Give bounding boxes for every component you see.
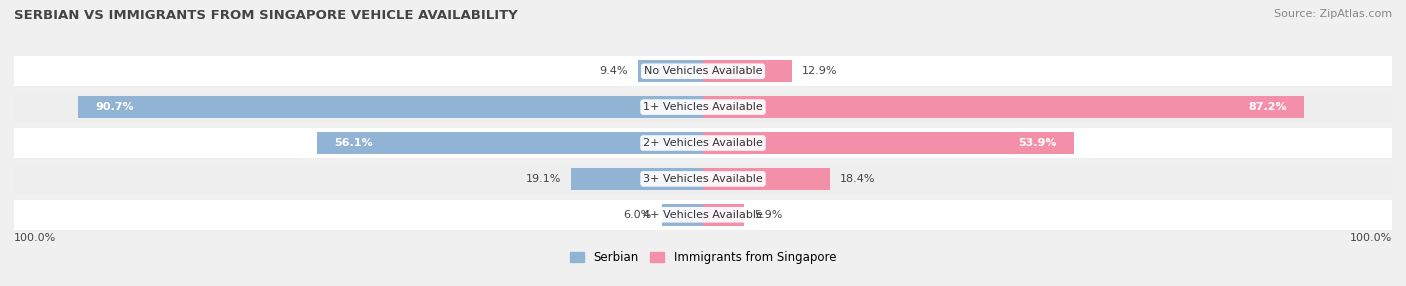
Text: 2+ Vehicles Available: 2+ Vehicles Available [643,138,763,148]
Bar [14,164,1392,194]
Text: 4+ Vehicles Available: 4+ Vehicles Available [643,210,763,220]
Text: 9.4%: 9.4% [599,66,628,76]
Bar [703,96,1303,118]
Bar [79,96,703,118]
Text: 100.0%: 100.0% [1350,233,1392,243]
Text: 90.7%: 90.7% [96,102,134,112]
Text: 56.1%: 56.1% [333,138,373,148]
Bar [703,168,830,190]
Bar [703,204,744,226]
Bar [14,200,1392,230]
Text: No Vehicles Available: No Vehicles Available [644,66,762,76]
Bar [316,132,703,154]
Text: 19.1%: 19.1% [526,174,561,184]
Text: 5.9%: 5.9% [754,210,782,220]
Bar [14,92,1392,122]
Text: 6.0%: 6.0% [623,210,651,220]
Text: 12.9%: 12.9% [803,66,838,76]
Bar [14,128,1392,158]
Bar [571,168,703,190]
Text: 1+ Vehicles Available: 1+ Vehicles Available [643,102,763,112]
Bar [14,56,1392,86]
Bar [662,204,703,226]
Text: SERBIAN VS IMMIGRANTS FROM SINGAPORE VEHICLE AVAILABILITY: SERBIAN VS IMMIGRANTS FROM SINGAPORE VEH… [14,9,517,21]
Text: Source: ZipAtlas.com: Source: ZipAtlas.com [1274,9,1392,19]
Text: 100.0%: 100.0% [14,233,56,243]
Text: 53.9%: 53.9% [1018,138,1057,148]
Text: 18.4%: 18.4% [841,174,876,184]
Legend: Serbian, Immigrants from Singapore: Serbian, Immigrants from Singapore [565,247,841,269]
Bar [703,132,1074,154]
Text: 87.2%: 87.2% [1249,102,1286,112]
Bar [703,60,792,82]
Bar [638,60,703,82]
Text: 3+ Vehicles Available: 3+ Vehicles Available [643,174,763,184]
